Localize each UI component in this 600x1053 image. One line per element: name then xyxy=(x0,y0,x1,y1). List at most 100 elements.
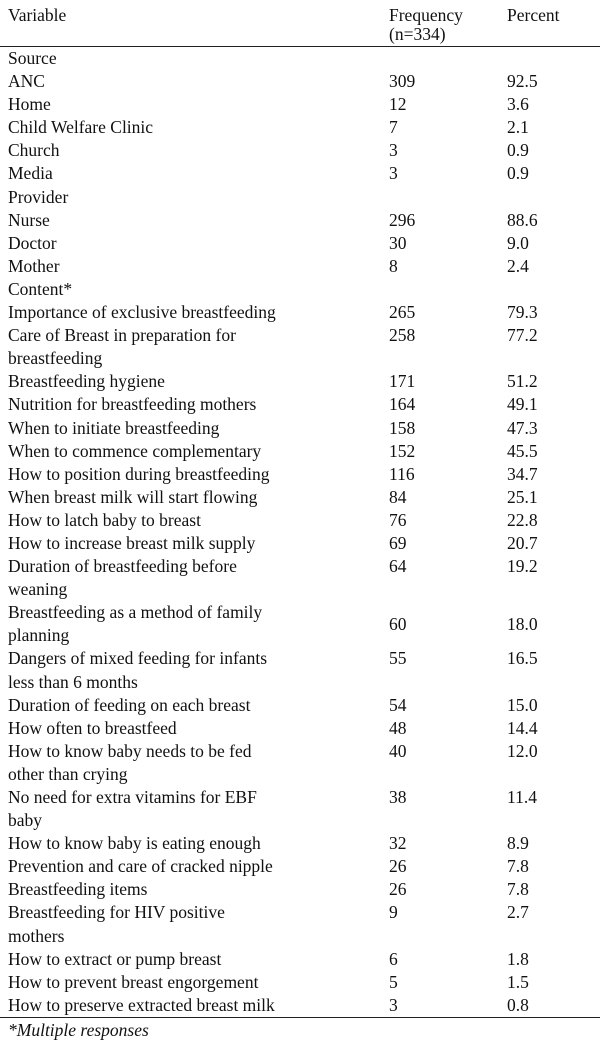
row-variable-line: other than crying xyxy=(8,763,128,784)
row-percent: 1.5 xyxy=(507,971,529,992)
row-variable-line: Dangers of mixed feeding for infants xyxy=(8,648,268,669)
row-variable: Content* xyxy=(8,278,388,301)
table-row: How to prevent breast engorgement 5 1.5 xyxy=(0,971,600,994)
footnote: *Multiple responses xyxy=(8,1019,149,1040)
row-variable-line: Provider xyxy=(8,186,69,207)
table-row: ANC 309 92.5 xyxy=(0,70,600,93)
row-percent: 7.8 xyxy=(507,856,529,877)
table-row: Breastfeeding hygiene 171 51.2 xyxy=(0,370,600,393)
row-frequency: 258 xyxy=(389,325,416,346)
table-row: Nutrition for breastfeeding mothers 164 49… xyxy=(0,393,600,416)
row-variable-line: Duration of breastfeeding before xyxy=(8,556,237,577)
row-percent: 45.5 xyxy=(507,440,538,461)
row-variable: When to commence complementary xyxy=(8,440,388,463)
header-frequency: Frequency (n=334) xyxy=(389,6,499,44)
row-variable: How to extract or pump breast xyxy=(8,948,388,971)
row-percent: 16.5 xyxy=(507,648,538,669)
row-variable-line: When to initiate breastfeeding xyxy=(8,417,220,438)
table-row: Duration of feeding on each breast 54 15.0 xyxy=(0,694,600,717)
row-percent: 9.0 xyxy=(507,232,529,253)
row-variable-line: Media xyxy=(8,163,53,184)
row-frequency: 26 xyxy=(389,856,407,877)
row-frequency: 8 xyxy=(389,255,398,276)
row-variable-line: When breast milk will start flowing xyxy=(8,486,258,507)
row-variable: Duration of feeding on each breast xyxy=(8,694,388,717)
row-variable-line: Importance of exclusive breastfeeding xyxy=(8,302,276,323)
row-variable: Media xyxy=(8,162,388,185)
table-header: Variable Frequency (n=334) Percent xyxy=(0,2,600,47)
row-percent: 34.7 xyxy=(507,463,538,484)
table-row: Care of Breast in preparation for breastf… xyxy=(0,324,600,370)
row-percent: 2.4 xyxy=(507,255,529,276)
row-percent: 20.7 xyxy=(507,532,538,553)
row-frequency: 7 xyxy=(389,117,398,138)
row-percent: 18.0 xyxy=(507,613,538,634)
row-variable: Doctor xyxy=(8,232,388,255)
row-frequency: 152 xyxy=(389,440,416,461)
row-variable-line: How to preserve extracted breast milk xyxy=(8,994,275,1015)
row-variable-line: Doctor xyxy=(8,232,57,253)
table-row: When to commence complementary 152 45.5 xyxy=(0,440,600,463)
row-frequency: 69 xyxy=(389,532,407,553)
row-variable: How to prevent breast engorgement xyxy=(8,971,388,994)
row-percent: 3.6 xyxy=(507,94,529,115)
row-frequency: 26 xyxy=(389,879,407,900)
row-percent: 49.1 xyxy=(507,394,538,415)
row-percent: 0.9 xyxy=(507,163,529,184)
row-frequency: 54 xyxy=(389,694,407,715)
row-variable-line: less than 6 months xyxy=(8,671,138,692)
row-percent: 92.5 xyxy=(507,71,538,92)
row-percent: 7.8 xyxy=(507,879,529,900)
row-variable-line: baby xyxy=(8,810,43,831)
table-row: Content* xyxy=(0,278,600,301)
table-row: Breastfeeding as a method of family plann… xyxy=(0,601,600,647)
table-row: Media 3 0.9 xyxy=(0,162,600,185)
row-variable-line: Source xyxy=(8,48,57,68)
row-variable: Breastfeeding hygiene xyxy=(8,370,388,393)
row-frequency: 296 xyxy=(389,209,416,230)
table-row: Dangers of mixed feeding for infants less… xyxy=(0,647,600,693)
row-variable: ANC xyxy=(8,70,388,93)
row-variable: Source xyxy=(8,47,388,70)
row-percent: 22.8 xyxy=(507,509,538,530)
table-row: How to latch baby to breast 76 22.8 xyxy=(0,509,600,532)
table-row: How to preserve extracted breast milk 3 0.… xyxy=(0,994,600,1017)
row-variable: Mother xyxy=(8,255,388,278)
row-variable-line: Mother xyxy=(8,255,60,276)
row-percent: 19.2 xyxy=(507,556,538,577)
row-variable-line: No need for extra vitamins for EBF xyxy=(8,787,257,807)
row-percent: 2.1 xyxy=(507,117,529,138)
row-variable: Breastfeeding items xyxy=(8,878,388,901)
row-variable-line: Child Welfare Clinic xyxy=(8,117,154,138)
row-frequency: 60 xyxy=(389,613,407,634)
row-variable: Breastfeeding for HIV positive mothers xyxy=(8,901,388,947)
row-percent: 8.9 xyxy=(507,833,529,854)
row-frequency: 55 xyxy=(389,648,407,669)
header-variable: Variable xyxy=(8,5,67,25)
row-variable: Duration of breastfeeding before weaning xyxy=(8,555,388,601)
table-row: Child Welfare Clinic 7 2.1 xyxy=(0,116,600,139)
row-variable-line: How to extract or pump breast xyxy=(8,948,222,969)
row-variable-line: How to prevent breast engorgement xyxy=(8,971,259,992)
table-row: Mother 8 2.4 xyxy=(0,255,600,278)
table-row: Nurse 296 88.6 xyxy=(0,209,600,232)
row-variable: Breastfeeding as a method of family plann… xyxy=(8,601,388,647)
row-variable-line: Content* xyxy=(8,278,73,299)
table-row: How to position during breastfeeding 116 3… xyxy=(0,463,600,486)
row-variable-line: Nurse xyxy=(8,209,50,230)
row-variable: Importance of exclusive breastfeeding xyxy=(8,301,388,324)
row-frequency: 48 xyxy=(389,717,407,738)
row-frequency: 309 xyxy=(389,71,416,92)
row-variable-line: Nutrition for breastfeeding mothers xyxy=(8,394,257,415)
row-percent: 15.0 xyxy=(507,694,538,715)
row-frequency: 3 xyxy=(389,140,398,161)
row-frequency: 5 xyxy=(389,971,398,992)
row-variable-line: Prevention and care of cracked nipple xyxy=(8,856,273,877)
table-row: Importance of exclusive breastfeeding 265… xyxy=(0,301,600,324)
row-variable-line: breastfeeding xyxy=(8,348,103,369)
row-variable: Home xyxy=(8,93,388,116)
row-percent: 77.2 xyxy=(507,325,538,346)
row-frequency: 9 xyxy=(389,902,398,923)
